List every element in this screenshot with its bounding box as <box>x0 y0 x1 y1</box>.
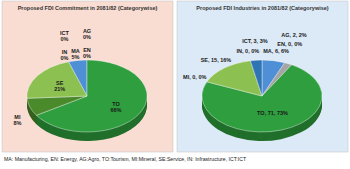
label-value: 0, 0% <box>245 48 259 54</box>
label-value: 0, 0% <box>288 41 302 47</box>
pie-slice <box>27 62 87 99</box>
data-labels: MA5%EN0% AG0% TO66% MI8% SE21% IN0% ICT0% <box>13 28 121 126</box>
label-value: 0, 0% <box>192 74 206 80</box>
footnote: MA: Manufacturing, EN: Energy, AG:Agro, … <box>4 156 247 162</box>
data-label: ICT, 3, 3% <box>242 38 267 44</box>
data-labels: MA, 6, 6%EN, 0, 0% AG, 2, 2% TO, 71, 73% MI… <box>183 32 307 115</box>
data-label: MI8% <box>13 114 21 126</box>
data-label: MI, 0, 0% <box>183 74 206 80</box>
label-value: 2, 2% <box>293 32 307 38</box>
label-category: MA <box>263 48 272 54</box>
label-value: 66% <box>110 107 121 113</box>
chart-root: Proposed FDI Commitment in 2081/82 (Cate… <box>0 0 350 169</box>
label-value: 0% <box>60 55 68 61</box>
chart-title: Proposed FDI Industries in 2081/82 (Cate… <box>196 5 329 11</box>
label-value: 5% <box>72 54 80 60</box>
label-value: 8% <box>13 120 21 126</box>
label-value: 0% <box>60 36 68 42</box>
label-value: 71, 73% <box>268 110 288 116</box>
pie-slices <box>202 60 322 132</box>
data-label: MA5% <box>71 48 80 60</box>
label-value: 3, 3% <box>254 38 268 44</box>
pie-slice <box>27 96 87 115</box>
pie-depth <box>202 61 322 141</box>
data-label: AG0% <box>83 28 91 40</box>
pie-slice <box>68 62 87 96</box>
data-label: IN, 0, 0% <box>237 48 260 54</box>
label-value: 21% <box>54 86 65 92</box>
label-category: AG <box>281 32 289 38</box>
label-category: EN <box>277 41 285 47</box>
chart-title: Proposed FDI Commitment in 2081/82 (Cate… <box>18 5 158 11</box>
data-label: IN0% <box>60 49 68 61</box>
data-label: AG, 2, 2% <box>281 32 306 38</box>
pie-slice <box>68 62 87 96</box>
label-value: 0% <box>83 34 91 40</box>
pie-slice <box>250 61 262 96</box>
data-label: TO66% <box>110 101 121 113</box>
data-label: TO, 71, 73% <box>257 110 288 116</box>
pie-slice <box>250 60 262 96</box>
panel-background <box>177 1 348 152</box>
pie-slice <box>207 61 262 96</box>
data-label: MA, 6, 6% <box>263 48 289 54</box>
data-label: ICT0% <box>60 30 70 42</box>
data-label: EN, 0, 0% <box>277 41 302 47</box>
label-value: 15, 16% <box>211 57 231 63</box>
data-label: EN0% <box>83 47 91 59</box>
pie-slices <box>27 60 147 132</box>
label-value: 6, 6% <box>275 48 289 54</box>
data-label: SE21% <box>54 80 65 92</box>
data-label: SE, 15, 16% <box>201 57 232 63</box>
panel-background <box>2 1 173 152</box>
pie-depth <box>27 61 147 141</box>
label-value: 0% <box>83 53 91 59</box>
